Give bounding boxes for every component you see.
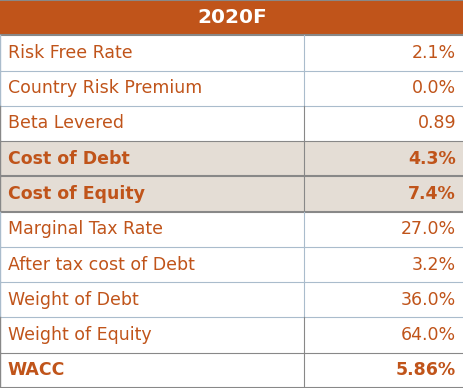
Text: 36.0%: 36.0% <box>400 291 455 309</box>
Bar <box>0 353 463 388</box>
Text: Cost of Debt: Cost of Debt <box>8 150 129 168</box>
Text: 7.4%: 7.4% <box>407 185 455 203</box>
Text: 3.2%: 3.2% <box>411 256 455 274</box>
Text: 4.3%: 4.3% <box>407 150 455 168</box>
Bar <box>0 141 463 177</box>
Text: 5.86%: 5.86% <box>395 361 455 379</box>
Text: Weight of Equity: Weight of Equity <box>8 326 151 344</box>
Bar <box>0 71 463 106</box>
Text: 2020F: 2020F <box>197 8 266 27</box>
Text: 2.1%: 2.1% <box>411 44 455 62</box>
Text: 27.0%: 27.0% <box>400 220 455 238</box>
Bar <box>0 106 463 141</box>
Text: Weight of Debt: Weight of Debt <box>8 291 138 309</box>
Bar <box>0 211 463 247</box>
Bar <box>0 317 463 353</box>
Bar <box>0 247 463 282</box>
Text: Country Risk Premium: Country Risk Premium <box>8 79 202 97</box>
Bar <box>0 0 463 35</box>
Text: Marginal Tax Rate: Marginal Tax Rate <box>8 220 163 238</box>
Text: Risk Free Rate: Risk Free Rate <box>8 44 132 62</box>
Text: Cost of Equity: Cost of Equity <box>8 185 144 203</box>
Text: Beta Levered: Beta Levered <box>8 114 124 132</box>
Text: 0.0%: 0.0% <box>411 79 455 97</box>
Text: WACC: WACC <box>8 361 65 379</box>
Text: 0.89: 0.89 <box>417 114 455 132</box>
Text: 64.0%: 64.0% <box>400 326 455 344</box>
Bar <box>0 177 463 211</box>
Text: After tax cost of Debt: After tax cost of Debt <box>8 256 194 274</box>
Bar <box>0 282 463 317</box>
Bar <box>0 35 463 71</box>
